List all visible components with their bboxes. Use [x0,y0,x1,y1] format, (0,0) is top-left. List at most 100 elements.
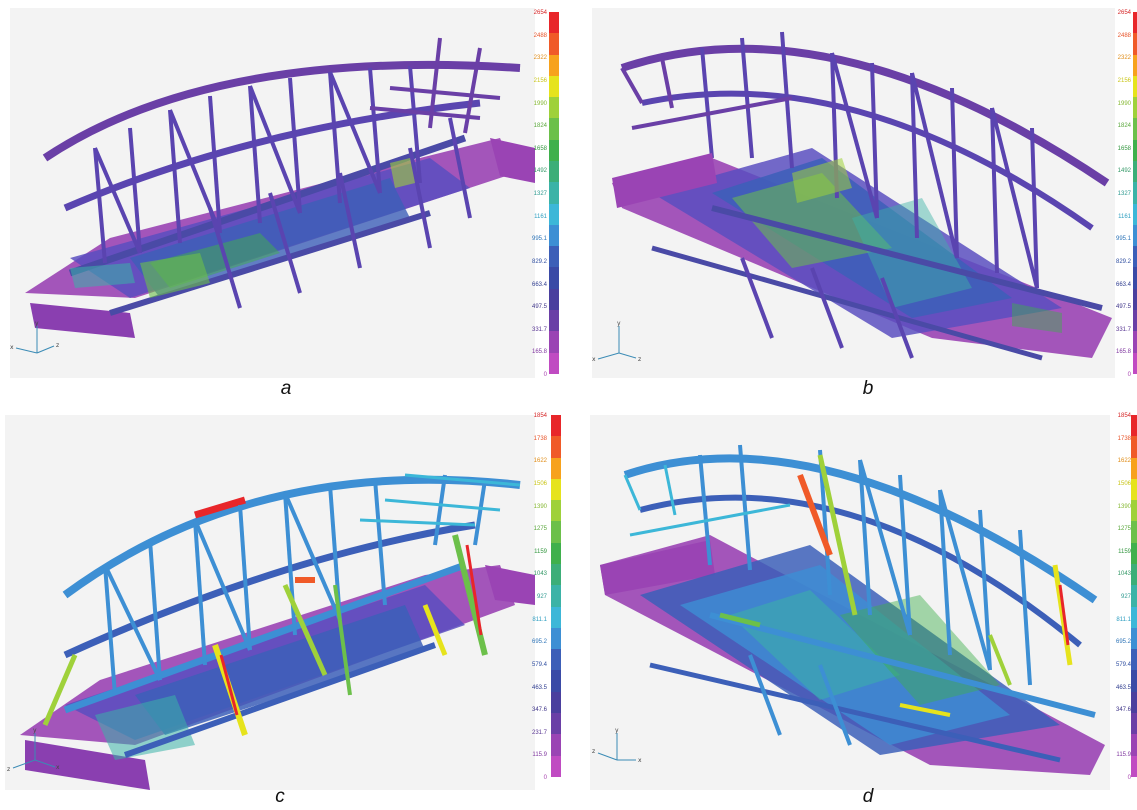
axis-label-left-d: z [592,748,595,755]
colorbar-tick-label: 1327 [533,191,547,197]
colorbar-tick-label: 663.4 [531,281,547,288]
stress-view-b: x y z [592,8,1115,378]
axis-label-up-c: y [33,727,37,734]
colorbar-tick-label: 2156 [1117,77,1131,84]
colorbar-segment [551,712,561,735]
colorbar-tick-label: 1390 [1117,503,1131,510]
colorbar-segment [551,627,561,650]
colorbar-segment [1131,691,1137,713]
colorbar-segment [551,734,561,756]
colorbar-tick-label: 1622 [533,458,547,465]
colorbar-tick-label: 0 [1127,372,1131,378]
caption-d: d [862,786,874,807]
colorbar-segment [1133,246,1137,268]
axis-label-left-b: x [592,356,596,363]
colorbar-tick-label: 165.8 [531,349,547,356]
colorbar-tick-label: 2156 [533,77,547,84]
colorbar-segment [1133,139,1137,161]
colorbar-tick-label: 1275 [1117,526,1131,533]
axis-label-right-c: x [56,764,60,771]
colorbar-tick-label: 2322 [533,55,547,62]
colorbar-segment [551,755,561,777]
colorbar-segment [549,224,559,247]
colorbar-segment [1131,585,1137,607]
colorbar-labels-b: 2654 2488 2322 2156 1990 1824 1658 1492 1327 1161… [1085,10,1131,380]
colorbar-segment [1131,478,1137,501]
colorbar-segment [1131,500,1137,522]
axis-triad-b: x y z [592,320,641,363]
axis-triad-a: x y z [10,320,59,354]
colorbar-tick-label: 829.2 [531,258,547,265]
axis-triad-c: z y x [7,727,60,773]
colorbar-tick-label: 463.5 [1115,684,1131,691]
colorbar-tick-label: 1738 [533,435,547,442]
colorbar-tick-label: 0 [1127,775,1131,781]
colorbar-segment [549,331,559,353]
colorbar-segment [1131,542,1137,564]
colorbar-segment [1131,712,1137,735]
colorbar-segment [549,75,559,98]
colorbar-segment [1131,436,1137,458]
colorbar-segment [549,288,559,310]
colorbar-segment [551,500,561,522]
colorbar-tick-label: 1390 [533,503,547,510]
colorbar-a [549,12,559,374]
caption-a: a [280,378,292,399]
colorbar-tick-label: 1854 [1117,413,1131,419]
colorbar-tick-label: 1824 [1117,123,1131,130]
colorbar-tick-label: 1161 [534,213,547,220]
colorbar-tick-label: 1275 [533,526,547,533]
stress-view-d: z y x [590,415,1110,790]
colorbar-tick-label: 1492 [1117,168,1131,175]
colorbar-labels-c: 1854 1738 1622 1506 1390 1275 1159 1043 927 811.1… [500,413,547,783]
colorbar-segment [1133,267,1137,289]
colorbar-tick-label: 2488 [1117,32,1131,39]
truss-model-c [20,473,535,790]
axis-label-up-b: y [617,320,621,327]
colorbar-segment [549,352,559,374]
colorbar-segment [549,246,559,268]
colorbar-tick-label: 347.6 [1115,707,1131,714]
colorbar-segment [549,139,559,161]
colorbar-segment [1133,97,1137,119]
colorbar-tick-label: 1492 [533,168,547,175]
truss-model-d [600,444,1105,775]
colorbar-d [1131,415,1137,777]
colorbar-segment [1131,457,1137,479]
colorbar-tick-label: 1043 [1117,571,1131,578]
colorbar-segment [549,97,559,119]
colorbar-c [551,415,561,777]
colorbar-labels-d: 1854 1738 1622 1506 1390 1275 1159 1043 927 811.1… [1083,413,1131,783]
colorbar-tick-label: 995.1 [1115,236,1131,243]
colorbar-b [1133,12,1137,374]
colorbar-segment [551,478,561,501]
colorbar-segment [549,54,559,76]
colorbar-segment [1131,649,1137,671]
colorbar-segment [549,33,559,55]
colorbar-tick-label: 1159 [1118,548,1131,555]
colorbar-segment [549,267,559,289]
colorbar-tick-label: 0 [543,372,547,378]
colorbar-segment [1131,521,1137,543]
colorbar-tick-label: 927 [1120,594,1131,600]
axis-label-left-c: z [7,766,10,773]
colorbar-segment [1133,12,1137,34]
axis-label-up-d: y [615,727,619,734]
colorbar-tick-label: 927 [536,594,547,600]
colorbar-segment [1133,224,1137,247]
colorbar-tick-label: 331.7 [531,326,547,333]
axis-label-right-a: z [56,342,59,349]
colorbar-tick-label: 579.4 [531,661,547,668]
colorbar-tick-label: 347.6 [531,707,547,714]
colorbar-segment [1133,203,1137,225]
colorbar-segment [1131,415,1137,437]
colorbar-tick-label: 165.8 [1115,349,1131,356]
colorbar-tick-label: 1506 [533,480,547,487]
colorbar-segment [551,563,561,586]
axis-triad-d: z y x [592,727,642,764]
colorbar-segment [551,521,561,543]
axis-label-right-d: x [638,757,642,764]
colorbar-segment [551,606,561,628]
colorbar-tick-label: 695.2 [531,639,547,646]
colorbar-tick-label: 497.5 [1115,304,1131,311]
